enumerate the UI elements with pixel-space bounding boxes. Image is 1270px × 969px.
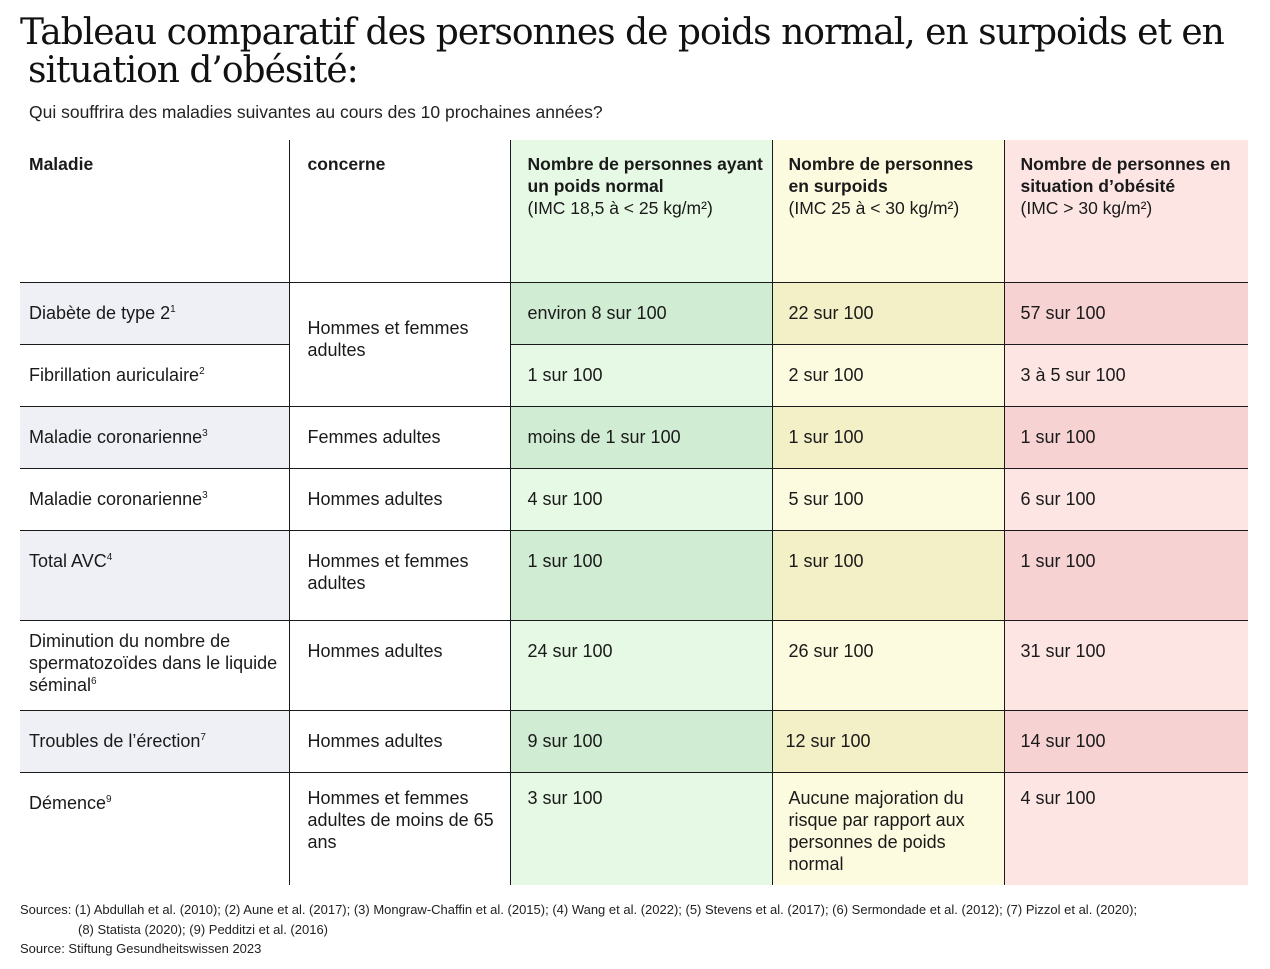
title-line-2: situation d’obésité: [28, 50, 359, 91]
obese-cell: 31 sur 100 [1003, 620, 1248, 711]
header-overweight-imc: (IMC 25 à < 30 kg/m²) [788, 198, 960, 218]
disease-cell: Diabète de type 21 [20, 282, 289, 345]
overweight-cell: 12 sur 100 [771, 710, 1004, 773]
normal-weight-cell: environ 8 sur 100 [509, 282, 772, 345]
normal-weight-cell: 24 sur 100 [509, 620, 772, 711]
header-concerns: concerne [288, 140, 510, 283]
page-title: Tableau comparatif des personnes de poid… [20, 14, 1250, 90]
header-overweight: Nombre de personnes en surpoids (IMC 25 … [771, 140, 1004, 283]
normal-weight-cell: 4 sur 100 [509, 468, 772, 531]
overweight-cell: Aucune majoration du risque par rapport … [771, 772, 1004, 885]
disease-cell: Maladie coronarienne3 [20, 468, 289, 531]
overweight-cell: 26 sur 100 [771, 620, 1004, 711]
table-row: Total AVC4 Hommes et femmes adultes 1 su… [20, 530, 1248, 621]
overweight-cell: 5 sur 100 [771, 468, 1004, 531]
header-normal-weight: Nombre de personnes ayant un poids norma… [509, 140, 772, 283]
concerns-cell: Hommes et femmes adultes [288, 530, 510, 621]
header-obese-label: Nombre de personnes en situation d’obési… [1020, 154, 1231, 196]
disease-cell: Total AVC4 [20, 530, 289, 621]
disease-cell: Diminution du nombre de spermatozoïdes d… [20, 620, 289, 711]
normal-weight-cell: 9 sur 100 [509, 710, 772, 773]
sources-line-1: Sources: (1) Abdullah et al. (2010); (2)… [20, 902, 1138, 917]
subtitle: Qui souffrira des maladies suivantes au … [29, 102, 603, 122]
header-obese-imc: (IMC > 30 kg/m²) [1020, 198, 1153, 218]
obese-cell: 1 sur 100 [1003, 406, 1248, 469]
disease-cell: Démence9 [29, 792, 112, 813]
concerns-cell: Hommes et femmes adultes de moins de 65 … [288, 772, 510, 885]
overweight-cell: 2 sur 100 [771, 344, 1004, 407]
obese-cell: 6 sur 100 [1003, 468, 1248, 531]
header-overweight-label: Nombre de personnes en surpoids [788, 154, 974, 196]
obese-cell: 4 sur 100 [1003, 772, 1248, 885]
table-row: Démence9 Hommes et femmes adultes de moi… [20, 772, 1248, 885]
concerns-cell: Hommes adultes [288, 710, 510, 773]
header-disease: Maladie [20, 140, 289, 283]
obese-cell: 1 sur 100 [1003, 530, 1248, 621]
overweight-cell: 1 sur 100 [771, 530, 1004, 621]
sources-line-2: (8) Statista (2020); (9) Pedditzi et al.… [78, 922, 329, 937]
header-obese: Nombre de personnes en situation d’obési… [1003, 140, 1248, 283]
overweight-cell: 1 sur 100 [771, 406, 1004, 469]
table-row: Diabète de type 21 Hommes et femmes adul… [20, 282, 1248, 407]
disease-cell: Fibrillation auriculaire2 [20, 344, 289, 407]
table-row: Diminution du nombre de spermatozoïdes d… [20, 620, 1248, 711]
overweight-cell: 22 sur 100 [771, 282, 1004, 345]
concerns-cell: Hommes adultes [288, 620, 510, 711]
concerns-cell: Hommes adultes [288, 468, 510, 531]
table-row: Maladie coronarienne3 Femmes adultes moi… [20, 406, 1248, 469]
table-row: Maladie coronarienne3 Hommes adultes 4 s… [20, 468, 1248, 531]
disease-cell: Maladie coronarienne3 [20, 406, 289, 469]
normal-weight-cell: moins de 1 sur 100 [509, 406, 772, 469]
header-normal-label: Nombre de personnes ayant un poids norma… [527, 154, 763, 196]
header-row: Maladie concerne Nombre de personnes aya… [20, 140, 1248, 283]
normal-weight-cell: 1 sur 100 [509, 344, 772, 407]
concerns-cell: Femmes adultes [288, 406, 510, 469]
table-row: Fibrillation auriculaire2 1 sur 100 2 su… [20, 344, 1248, 407]
comparison-table: Maladie concerne Nombre de personnes aya… [20, 140, 1248, 885]
obese-cell: 14 sur 100 [1003, 710, 1248, 773]
source-credit: Source: Stiftung Gesundheitswissen 2023 [20, 941, 262, 956]
table-row: Troubles de l’érection7 Hommes adultes 9… [20, 710, 1248, 773]
normal-weight-cell: 3 sur 100 [509, 772, 772, 885]
disease-cell: Troubles de l’érection7 [20, 710, 289, 773]
header-normal-imc: (IMC 18,5 à < 25 kg/m²) [527, 198, 713, 218]
obese-cell: 57 sur 100 [1003, 282, 1248, 345]
concerns-cell: Hommes et femmes adultes [288, 282, 510, 407]
normal-weight-cell: 1 sur 100 [509, 530, 772, 621]
title-line-1: Tableau comparatif des personnes de poid… [20, 12, 1225, 53]
sources: Sources: (1) Abdullah et al. (2010); (2)… [20, 900, 1260, 940]
obese-cell: 3 à 5 sur 100 [1003, 344, 1248, 407]
